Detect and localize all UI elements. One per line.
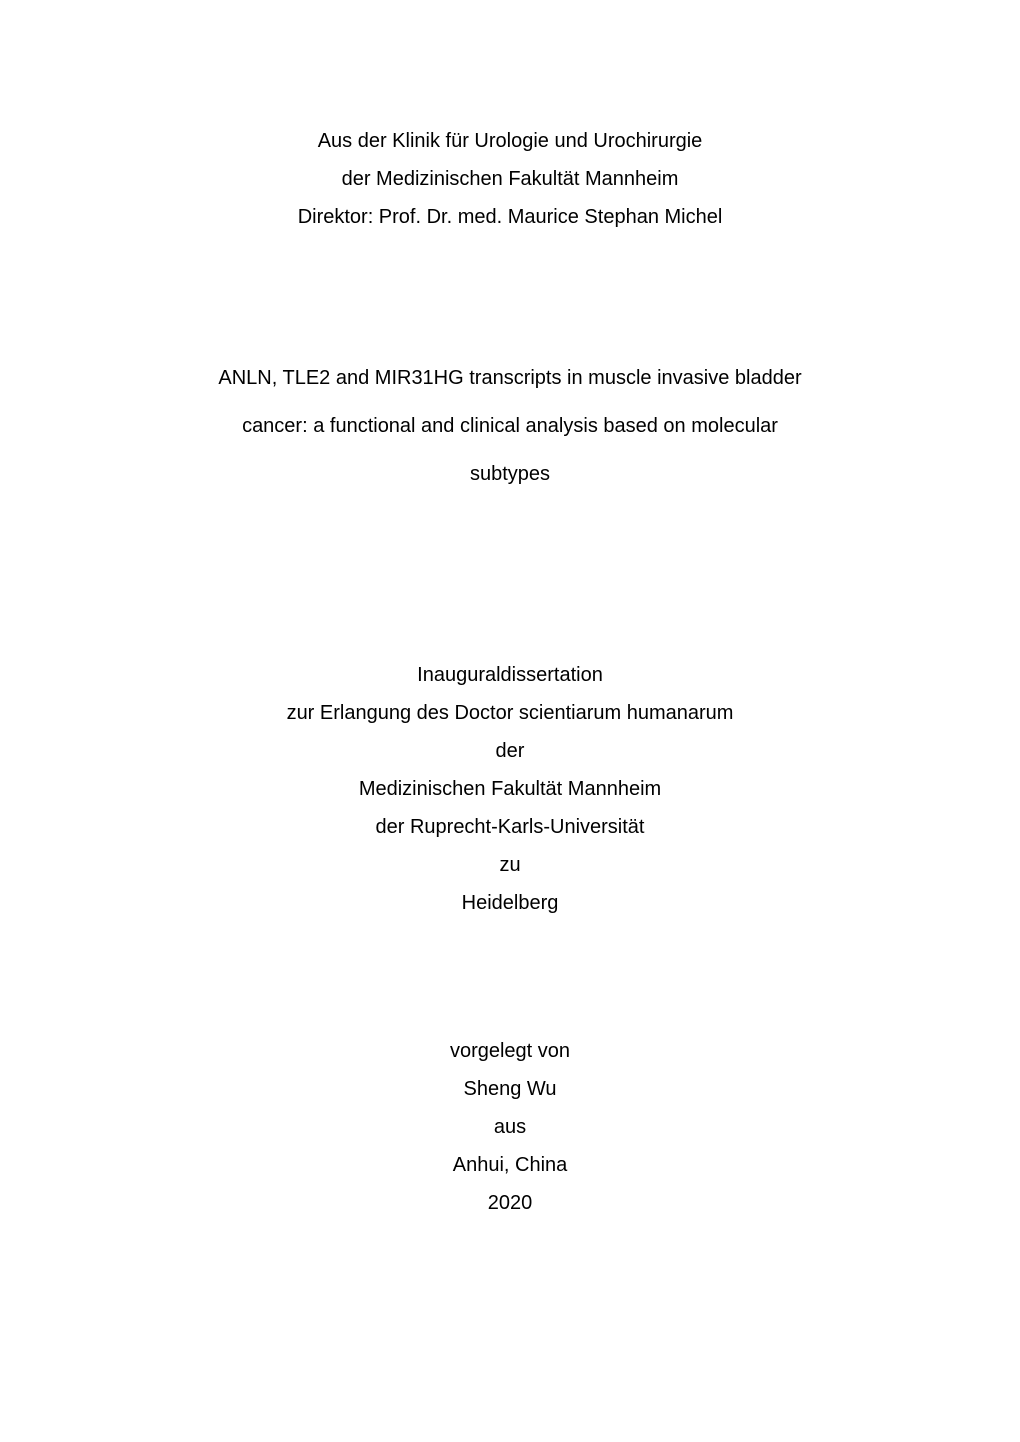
institution-block: Aus der Klinik für Urologie und Urochiru…	[130, 122, 890, 236]
diss-line: zur Erlangung des Doctor scientiarum hum…	[130, 694, 890, 732]
institution-line: der Medizinischen Fakultät Mannheim	[130, 160, 890, 198]
author-line: aus	[130, 1108, 890, 1146]
author-line: vorgelegt von	[130, 1032, 890, 1070]
author-block: vorgelegt von Sheng Wu aus Anhui, China …	[130, 1032, 890, 1222]
diss-line: der Ruprecht-Karls-Universität	[130, 808, 890, 846]
title-page: Aus der Klinik für Urologie und Urochiru…	[0, 0, 1020, 1442]
title-line: ANLN, TLE2 and MIR31HG transcripts in mu…	[130, 354, 890, 402]
institution-line: Aus der Klinik für Urologie und Urochiru…	[130, 122, 890, 160]
diss-line: Heidelberg	[130, 884, 890, 922]
author-line: 2020	[130, 1184, 890, 1222]
author-line: Anhui, China	[130, 1146, 890, 1184]
diss-line: Inauguraldissertation	[130, 656, 890, 694]
diss-line: zu	[130, 846, 890, 884]
title-line: subtypes	[130, 450, 890, 498]
title-line: cancer: a functional and clinical analys…	[130, 402, 890, 450]
dissertation-block: Inauguraldissertation zur Erlangung des …	[130, 656, 890, 922]
diss-line: der	[130, 732, 890, 770]
author-line: Sheng Wu	[130, 1070, 890, 1108]
diss-line: Medizinischen Fakultät Mannheim	[130, 770, 890, 808]
title-block: ANLN, TLE2 and MIR31HG transcripts in mu…	[130, 354, 890, 498]
institution-line: Direktor: Prof. Dr. med. Maurice Stephan…	[130, 198, 890, 236]
